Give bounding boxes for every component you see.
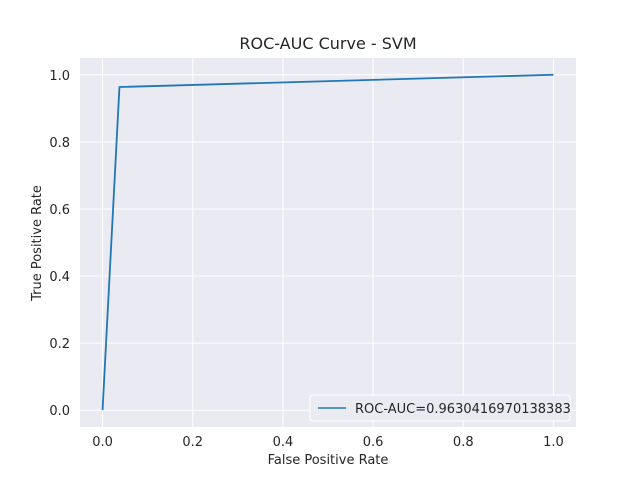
y-tick-label: 1.0 <box>49 69 70 84</box>
y-tick-label: 0.8 <box>49 136 70 151</box>
y-tick-label: 0.2 <box>49 337 70 352</box>
y-axis-label: True Positive Rate <box>30 185 45 302</box>
x-tick-label: 0.6 <box>363 435 384 450</box>
legend: ROC-AUC=0.9630416970138383 <box>309 394 571 422</box>
grid-lines <box>80 58 576 427</box>
legend-box <box>309 394 571 422</box>
x-tick-label: 1.0 <box>543 435 564 450</box>
y-tick-label: 0.4 <box>49 270 70 285</box>
roc-curve-line <box>101 73 554 411</box>
y-tick-labels: 0.0 0.2 0.4 0.6 0.8 1.0 <box>49 69 70 419</box>
chart-title: ROC-AUC Curve - SVM <box>239 34 416 53</box>
plot-area <box>80 58 576 427</box>
x-axis-label: False Positive Rate <box>268 453 389 468</box>
x-tick-labels: 0.0 0.2 0.4 0.6 0.8 1.0 <box>92 435 564 450</box>
y-tick-label: 0.0 <box>49 404 70 419</box>
x-tick-label: 0.0 <box>92 435 113 450</box>
legend-entry-label: ROC-AUC=0.9630416970138383 <box>355 402 571 417</box>
x-tick-label: 0.8 <box>453 435 474 450</box>
series-group <box>101 73 554 411</box>
y-tick-label: 0.6 <box>49 203 70 218</box>
x-tick-label: 0.2 <box>182 435 203 450</box>
x-tick-label: 0.4 <box>273 435 294 450</box>
